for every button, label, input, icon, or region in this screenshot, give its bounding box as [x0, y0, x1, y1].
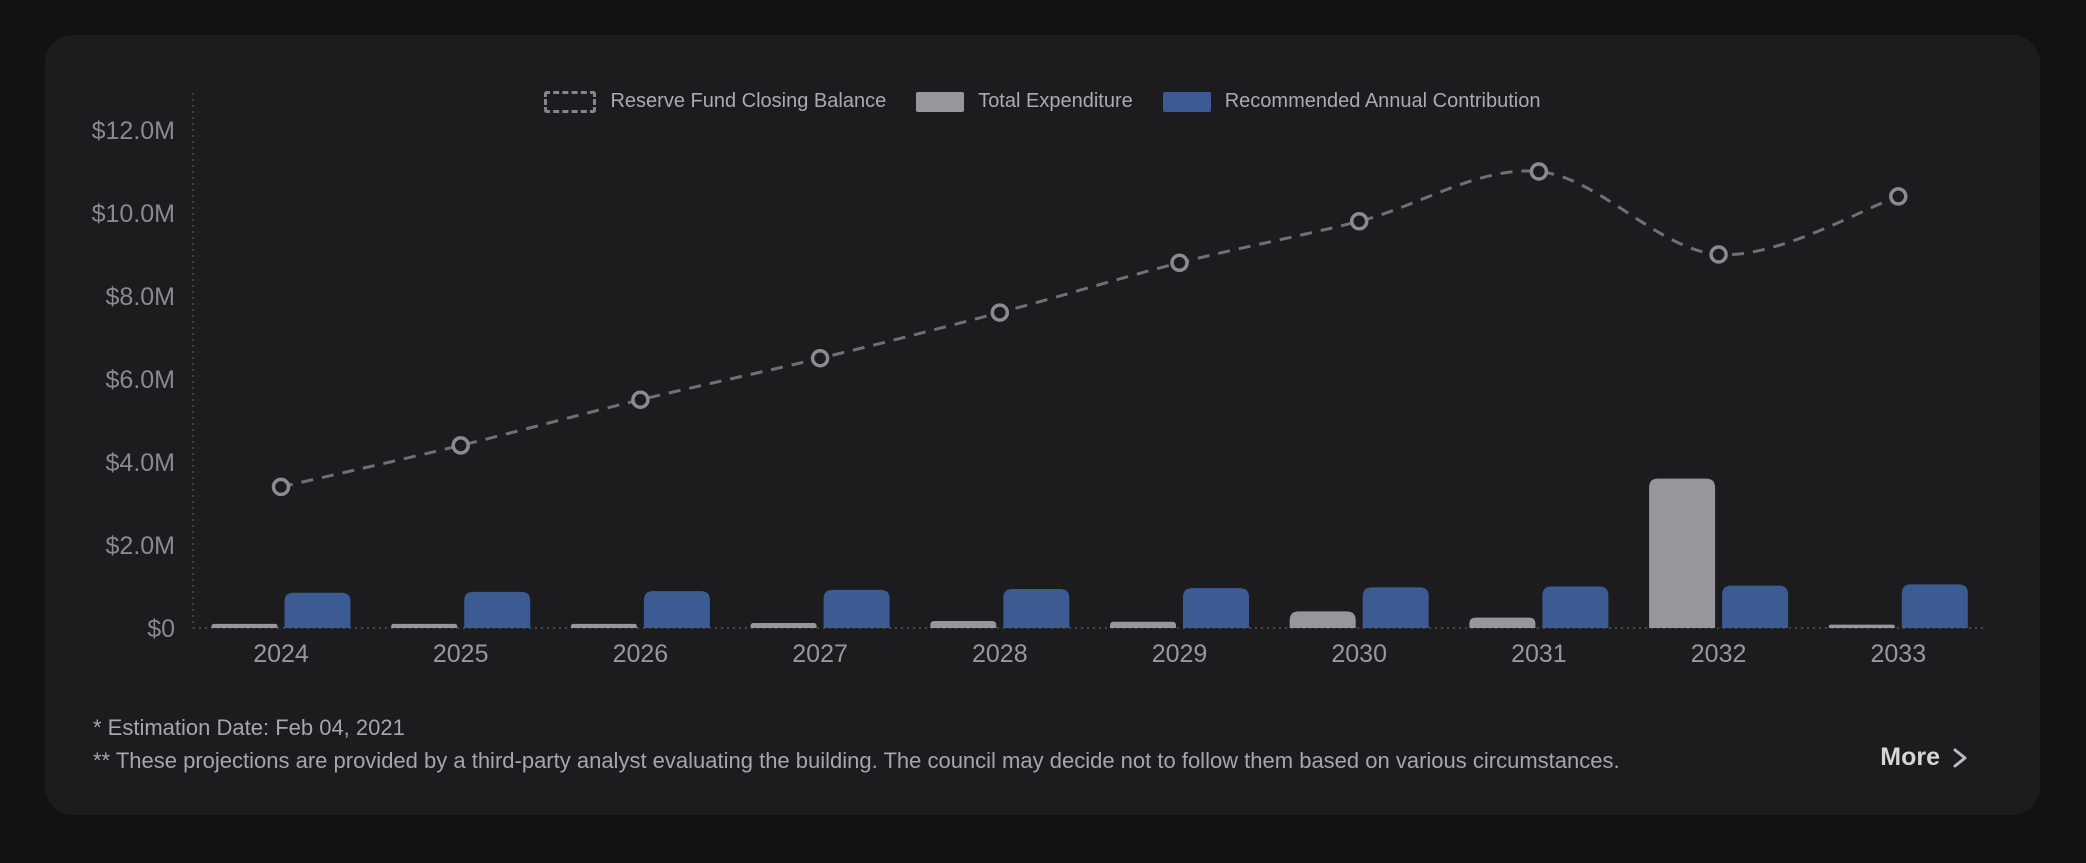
- bar-recommended-annual-contribution-2028[interactable]: [1003, 588, 1070, 628]
- more-button[interactable]: More: [1874, 739, 1974, 776]
- line-point-reserve-fund-closing-balance-2032[interactable]: [1709, 245, 1728, 264]
- reserve-fund-chart[interactable]: $12.0M $10.0M $8.0M $6.0M $4.0M $2.0M $0 2024 20…: [45, 35, 2040, 815]
- reserve-fund-projection-card: Reserve Fund Closing Balance Total Expen…: [45, 35, 2040, 815]
- legend-label: Total Expenditure: [978, 90, 1133, 112]
- y-axis-tick-label: $8.0M: [106, 283, 175, 311]
- y-axis-tick-label: $6.0M: [106, 366, 175, 394]
- bar-total-expenditure-2029[interactable]: [1110, 621, 1176, 628]
- line-point-reserve-fund-closing-balance-2029[interactable]: [1170, 253, 1189, 273]
- bar-total-expenditure-2024[interactable]: [211, 623, 278, 628]
- chevron-right-icon: [1953, 748, 1967, 767]
- x-axis-label-2027: 2027: [792, 640, 848, 668]
- dashed-line-legend-icon: [544, 90, 597, 113]
- line-point-reserve-fund-closing-balance-2030[interactable]: [1349, 212, 1369, 231]
- x-axis-label-2029: 2029: [1152, 640, 1208, 668]
- blue-bar-legend-icon: [1162, 91, 1211, 112]
- estimation-date-note: * Estimation Date: Feb 04, 2021: [93, 715, 405, 740]
- bar-total-expenditure-2031[interactable]: [1469, 617, 1536, 628]
- bar-recommended-annual-contribution-2032[interactable]: [1722, 585, 1789, 628]
- legend-item-recommended-annual-contribution[interactable]: Recommended Annual Contribution: [1162, 90, 1541, 113]
- y-axis-tick-label: $2.0M: [106, 532, 175, 560]
- x-axis-label-2026: 2026: [613, 640, 669, 668]
- bar-total-expenditure-2028[interactable]: [930, 620, 997, 628]
- projection-disclaimer-note: ** These projections are provided by a t…: [93, 748, 1620, 773]
- x-axis-label-2033: 2033: [1870, 640, 1926, 668]
- x-axis-label-2028: 2028: [972, 640, 1028, 668]
- bar-total-expenditure-2027[interactable]: [750, 623, 817, 628]
- bar-recommended-annual-contribution-2030[interactable]: [1362, 587, 1429, 628]
- y-axis-tick-label: $10.0M: [92, 200, 175, 228]
- x-axis-label-2025: 2025: [433, 640, 489, 668]
- line-point-reserve-fund-closing-balance-2027[interactable]: [810, 349, 830, 368]
- bar-recommended-annual-contribution-2033[interactable]: [1901, 584, 1968, 628]
- line-point-reserve-fund-closing-balance-2026[interactable]: [631, 390, 650, 409]
- bar-total-expenditure-2033[interactable]: [1828, 624, 1895, 628]
- y-axis-tick-label: $0: [147, 615, 175, 643]
- legend-item-total-expenditure[interactable]: Total Expenditure: [916, 90, 1133, 113]
- bar-total-expenditure-2032[interactable]: [1649, 478, 1716, 628]
- chart-legend: Reserve Fund Closing Balance Total Expen…: [45, 90, 2040, 113]
- bar-recommended-annual-contribution-2026[interactable]: [643, 591, 710, 628]
- gray-bar-legend-icon: [916, 91, 965, 112]
- line-point-reserve-fund-closing-balance-2028[interactable]: [990, 303, 1010, 322]
- bar-total-expenditure-2026[interactable]: [570, 623, 637, 628]
- bar-recommended-annual-contribution-2031[interactable]: [1542, 586, 1609, 629]
- legend-label: Reserve Fund Closing Balance: [610, 90, 887, 112]
- x-axis-label-2032: 2032: [1691, 640, 1747, 668]
- bar-recommended-annual-contribution-2024[interactable]: [284, 592, 351, 628]
- reserve-fund-balance-line: [280, 169, 1899, 489]
- line-point-reserve-fund-closing-balance-2024[interactable]: [271, 477, 291, 497]
- legend-item-reserve-fund-closing-balance[interactable]: Reserve Fund Closing Balance: [544, 90, 886, 113]
- x-axis-label-2031: 2031: [1511, 640, 1567, 668]
- legend-label: Recommended Annual Contribution: [1224, 90, 1541, 112]
- line-point-reserve-fund-closing-balance-2031[interactable]: [1529, 162, 1549, 181]
- line-point-reserve-fund-closing-balance-2033[interactable]: [1889, 187, 1908, 206]
- x-axis-label-2030: 2030: [1331, 640, 1387, 668]
- bar-recommended-annual-contribution-2025[interactable]: [464, 591, 531, 628]
- x-axis-label-2024: 2024: [253, 640, 309, 668]
- bar-total-expenditure-2030[interactable]: [1289, 611, 1356, 628]
- bar-recommended-annual-contribution-2027[interactable]: [823, 589, 890, 628]
- chart-footnotes: * Estimation Date: Feb 04, 2021 ** These…: [93, 711, 1793, 777]
- bar-recommended-annual-contribution-2029[interactable]: [1183, 588, 1249, 628]
- line-point-reserve-fund-closing-balance-2025[interactable]: [451, 436, 470, 455]
- more-button-label: More: [1880, 743, 1940, 771]
- y-axis-tick-label: $4.0M: [106, 449, 175, 477]
- y-axis-tick-label: $12.0M: [92, 117, 175, 145]
- bar-total-expenditure-2025[interactable]: [391, 623, 458, 628]
